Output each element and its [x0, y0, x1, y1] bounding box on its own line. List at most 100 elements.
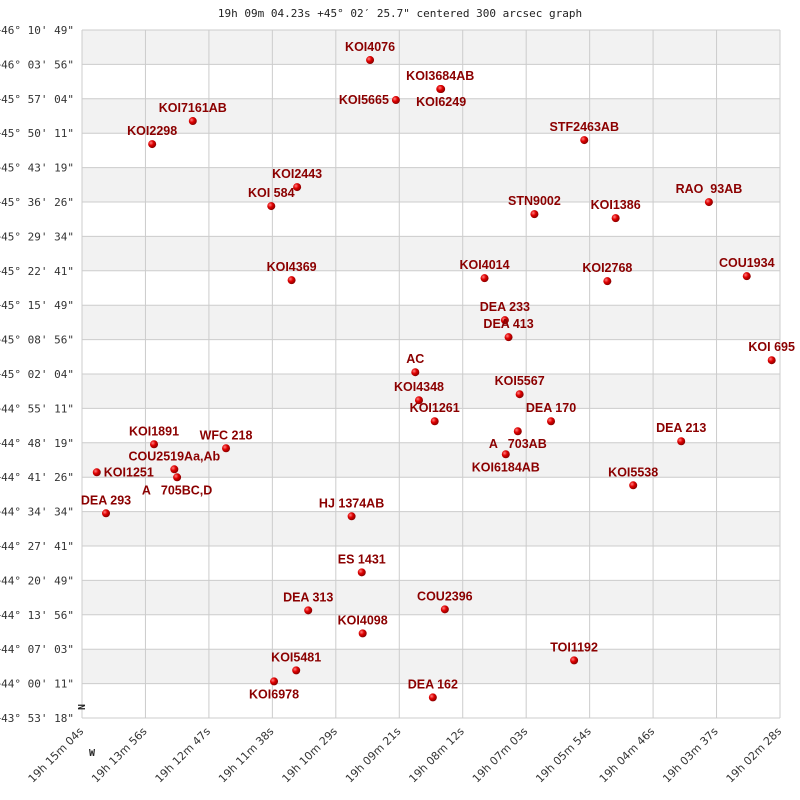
- star-marker[interactable]: KOI7161AB: [159, 101, 227, 126]
- star-marker[interactable]: KOI4348: [394, 380, 444, 405]
- star-marker[interactable]: AC: [406, 352, 424, 377]
- x-tick-label: 19h 02m 28s: [724, 725, 785, 786]
- star-marker[interactable]: DEA 413: [483, 317, 534, 342]
- star-label: KOI4369: [267, 260, 317, 274]
- star-point[interactable]: [270, 677, 279, 686]
- star-point[interactable]: [292, 666, 301, 675]
- star-point[interactable]: [148, 140, 157, 149]
- star-marker[interactable]: KOI 695: [748, 340, 795, 365]
- star-marker[interactable]: STF2463AB: [550, 120, 619, 145]
- star-marker[interactable]: KOI5538: [608, 465, 658, 490]
- star-marker[interactable]: KOI6978: [249, 677, 299, 701]
- star-point[interactable]: [414, 396, 423, 405]
- x-tick-label: 19h 09m 21s: [343, 725, 404, 786]
- star-marker[interactable]: COU2519Aa,Ab: [128, 449, 221, 474]
- star-point[interactable]: [170, 465, 179, 474]
- star-marker[interactable]: ES 1431: [338, 552, 386, 577]
- star-points: KOI4076 KOI3684AB KOI6249 KOI5665 KOI7161AB K…: [81, 40, 795, 702]
- star-marker[interactable]: COU2396: [417, 589, 473, 614]
- star-point[interactable]: [677, 437, 686, 446]
- star-point[interactable]: [513, 427, 522, 436]
- star-marker[interactable]: DEA 313: [283, 590, 333, 615]
- star-point[interactable]: [428, 693, 437, 702]
- y-tick-label: +45° 50' 11": [0, 127, 74, 140]
- star-marker[interactable]: KOI4014: [460, 258, 510, 283]
- star-point[interactable]: [347, 512, 356, 521]
- x-tick-label: 19h 05m 54s: [533, 725, 594, 786]
- west-marker: W: [89, 748, 96, 759]
- star-marker[interactable]: DEA 233: [480, 300, 530, 325]
- star-point[interactable]: [357, 568, 366, 577]
- star-point[interactable]: [437, 85, 446, 94]
- star-marker[interactable]: WFC 218: [200, 428, 253, 453]
- star-marker[interactable]: A 705BC,D: [142, 473, 212, 497]
- star-point[interactable]: [366, 56, 375, 65]
- star-point[interactable]: [188, 117, 197, 126]
- star-point[interactable]: [287, 276, 296, 285]
- star-point[interactable]: [570, 656, 579, 665]
- star-marker[interactable]: KOI1386: [591, 198, 641, 223]
- star-point[interactable]: [267, 202, 276, 211]
- star-point[interactable]: [358, 629, 367, 638]
- star-marker[interactable]: KOI5567: [495, 374, 545, 399]
- star-marker[interactable]: DEA 162: [408, 677, 458, 702]
- star-marker[interactable]: KOI6249: [416, 85, 466, 109]
- star-point[interactable]: [150, 440, 159, 449]
- star-point[interactable]: [767, 356, 776, 365]
- star-label: KOI 584: [248, 186, 295, 200]
- star-point[interactable]: [102, 509, 111, 518]
- star-label: KOI2768: [582, 261, 632, 275]
- star-marker[interactable]: RAO 93AB: [676, 182, 743, 207]
- star-marker[interactable]: KOI2768: [582, 261, 632, 286]
- plot-band: [82, 649, 780, 684]
- star-point[interactable]: [742, 272, 751, 281]
- x-tick-label: 19h 03m 37s: [660, 725, 721, 786]
- star-marker[interactable]: KOI5665: [339, 93, 400, 107]
- star-marker[interactable]: KOI4098: [338, 613, 388, 638]
- star-marker[interactable]: KOI1891: [129, 424, 179, 449]
- star-point[interactable]: [293, 183, 302, 192]
- star-marker[interactable]: HJ 1374AB: [319, 496, 384, 521]
- star-point[interactable]: [611, 214, 620, 223]
- star-point[interactable]: [504, 333, 513, 342]
- star-marker[interactable]: KOI6184AB: [472, 450, 540, 474]
- star-point[interactable]: [547, 417, 556, 426]
- star-marker[interactable]: STN9002: [508, 194, 561, 219]
- star-marker[interactable]: KOI1261: [410, 401, 460, 426]
- star-point[interactable]: [501, 450, 510, 459]
- star-point[interactable]: [480, 274, 489, 283]
- star-label: COU2519Aa,Ab: [128, 449, 220, 463]
- star-point[interactable]: [500, 316, 509, 325]
- star-point[interactable]: [580, 136, 589, 145]
- star-marker[interactable]: COU1934: [719, 256, 775, 281]
- star-point[interactable]: [411, 368, 420, 377]
- star-label: DEA 162: [408, 677, 458, 691]
- star-point[interactable]: [704, 198, 713, 207]
- star-marker[interactable]: KOI 584: [248, 186, 295, 211]
- star-marker[interactable]: DEA 170: [526, 401, 576, 426]
- star-point[interactable]: [304, 606, 313, 615]
- star-marker[interactable]: DEA 213: [656, 421, 706, 446]
- star-point[interactable]: [173, 473, 182, 482]
- star-point[interactable]: [391, 96, 400, 105]
- star-marker[interactable]: A 703AB: [489, 427, 547, 451]
- star-marker[interactable]: KOI4369: [267, 260, 317, 285]
- star-marker[interactable]: DEA 293: [81, 493, 131, 518]
- star-point[interactable]: [515, 390, 524, 399]
- star-marker[interactable]: KOI2443: [272, 167, 322, 192]
- star-label: ES 1431: [338, 552, 386, 566]
- star-marker[interactable]: KOI4076: [345, 40, 395, 65]
- star-point[interactable]: [92, 468, 101, 477]
- star-point[interactable]: [530, 210, 539, 219]
- star-point[interactable]: [222, 444, 231, 453]
- star-marker[interactable]: KOI2298: [127, 124, 177, 149]
- star-point[interactable]: [440, 605, 449, 614]
- star-point[interactable]: [430, 417, 439, 426]
- star-marker[interactable]: KOI5481: [271, 650, 321, 675]
- star-point[interactable]: [629, 481, 638, 490]
- star-label: COU1934: [719, 256, 775, 270]
- star-marker[interactable]: TOI1192: [550, 640, 598, 665]
- y-tick-label: +45° 43' 19": [0, 162, 74, 175]
- star-marker[interactable]: KOI1251: [92, 465, 154, 479]
- star-point[interactable]: [603, 277, 612, 286]
